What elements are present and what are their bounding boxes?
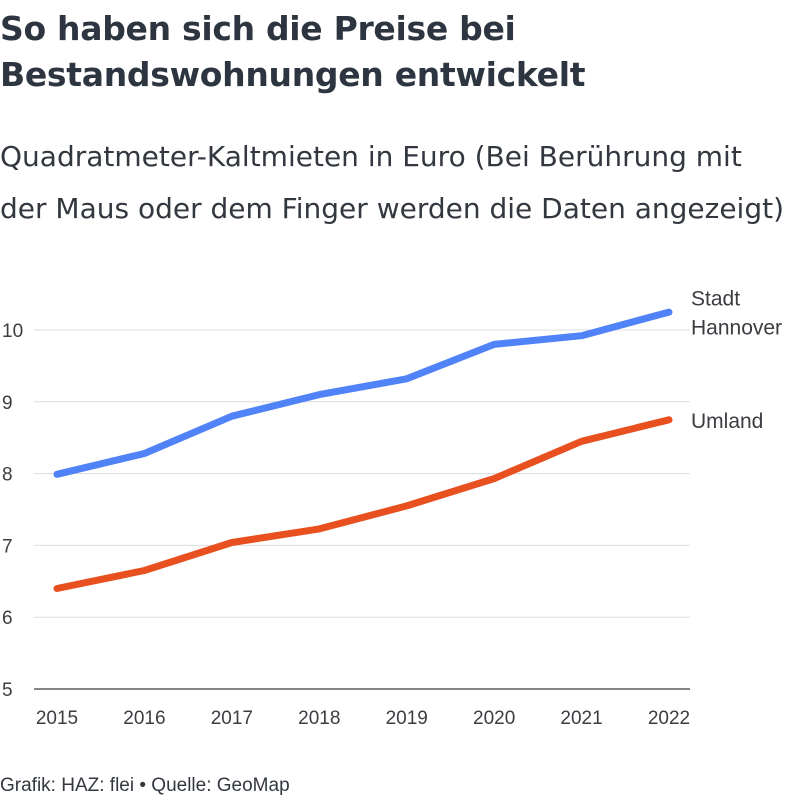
y-tick-label: 8 (2, 465, 13, 486)
series-label-stadt-hannover: Stadt (691, 288, 740, 311)
series-label-stadt-hannover: Hannover (691, 317, 782, 340)
x-tick-label: 2017 (211, 708, 253, 729)
series-line-stadt-hannover[interactable] (53, 308, 673, 478)
series-label-umland: Umland (691, 410, 763, 433)
x-tick-label: 2016 (123, 708, 165, 729)
series-lines[interactable] (53, 308, 673, 592)
x-tick-label: 2020 (473, 708, 515, 729)
y-tick-label: 6 (2, 608, 13, 629)
y-tick-label: 9 (2, 393, 13, 414)
series-labels: Stadt Hannover Umland (691, 288, 782, 433)
x-tick-label: 2015 (36, 708, 78, 729)
gridlines (34, 329, 690, 690)
x-tick-label: 2019 (386, 708, 428, 729)
x-tick-label: 2021 (560, 708, 602, 729)
chart-title: So haben sich die Preise bei Bestandswoh… (0, 9, 586, 94)
y-axis: 5 6 7 8 9 10 (2, 321, 23, 701)
x-tick-label: 2022 (648, 708, 690, 729)
x-tick-label: 2018 (298, 708, 340, 729)
source-credit: Grafik: HAZ: flei • Quelle: GeoMap (0, 775, 290, 796)
x-axis: 2015 2016 2017 2018 2019 2020 2021 2022 (36, 708, 690, 729)
y-tick-label: 10 (2, 321, 23, 342)
y-tick-label: 7 (2, 536, 13, 557)
y-tick-label: 5 (2, 680, 13, 701)
chart-subtitle: Quadratmeter-Kaltmieten in Euro (Bei Ber… (0, 140, 785, 225)
series-line-umland[interactable] (53, 416, 673, 592)
